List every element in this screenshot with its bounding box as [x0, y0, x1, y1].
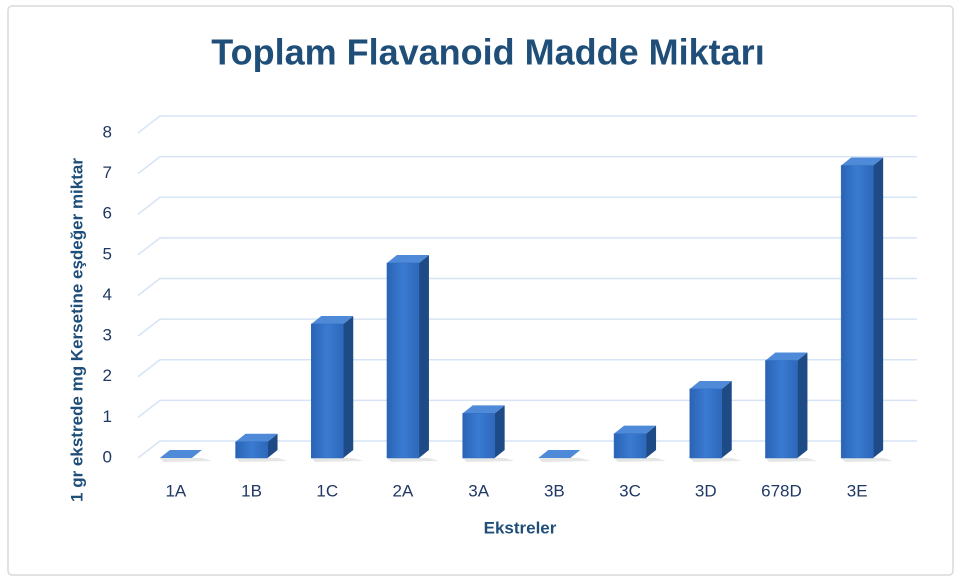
x-tick-label: 3D	[695, 481, 717, 500]
bar	[613, 433, 647, 459]
grid-line	[137, 237, 917, 256]
bar	[235, 441, 268, 459]
bar-top	[386, 255, 429, 263]
bar-side	[267, 433, 278, 458]
bar	[689, 388, 722, 459]
x-tick-label: 678D	[761, 481, 802, 500]
grid-line	[137, 359, 917, 378]
bar-shadow	[159, 458, 212, 462]
bar	[840, 165, 874, 459]
bar-shadow	[689, 458, 742, 462]
y-tick-label: 0	[103, 447, 112, 466]
y-tick-label: 6	[103, 204, 112, 223]
y-tick-label: 1	[103, 407, 112, 426]
bar	[311, 323, 344, 459]
x-tick-label: 1C	[316, 481, 338, 500]
bar-top	[462, 405, 505, 414]
bar-shadow	[386, 458, 439, 462]
bar-side	[418, 255, 429, 458]
bar-side	[646, 425, 657, 458]
bar-side	[494, 405, 505, 458]
y-tick-label: 2	[103, 366, 112, 385]
bar-top	[538, 450, 581, 458]
bar-shadow	[614, 458, 667, 462]
x-tick-label: 3B	[544, 481, 565, 500]
bar-side	[343, 315, 354, 458]
grid-line	[137, 399, 917, 418]
y-tick-label: 3	[103, 326, 112, 345]
y-tick-label: 7	[103, 163, 112, 182]
bar-shadow	[462, 458, 515, 462]
bar-side	[797, 352, 808, 458]
bar	[765, 360, 798, 459]
grid-line	[137, 196, 917, 215]
y-axis-label: 1 gr ekstrede mg Kersetine eşdeğer mikta…	[67, 158, 86, 502]
grid-line	[137, 155, 917, 175]
x-tick-label: 3C	[619, 481, 641, 500]
bar	[386, 262, 420, 459]
x-tick-label: 1B	[241, 481, 262, 500]
x-tick-label: 2A	[393, 481, 414, 500]
bar-shadow	[538, 458, 591, 462]
x-tick-label: 3A	[468, 481, 489, 500]
bar-top	[689, 380, 732, 389]
x-axis-label: Ekstreler	[484, 518, 557, 537]
bar-top	[765, 352, 808, 361]
y-tick-label: 4	[103, 285, 112, 304]
bar-top	[311, 315, 354, 324]
bar-top	[235, 433, 278, 442]
bar-side	[873, 157, 884, 458]
bar-shadow	[235, 458, 288, 462]
bar-shadow	[311, 458, 364, 462]
bar	[462, 413, 495, 459]
grid-line	[137, 440, 917, 459]
grid-line	[137, 277, 917, 297]
x-tick-label: 1A	[165, 481, 186, 500]
bar-side	[721, 380, 732, 458]
grid-line	[137, 318, 917, 337]
chart-title: Toplam Flavanoid Madde Miktarı	[211, 32, 764, 73]
x-tick-label: 3E	[847, 481, 868, 500]
y-tick-label: 5	[103, 244, 112, 263]
grid-line	[137, 115, 917, 134]
bar-shadow	[765, 458, 818, 462]
y-tick-label: 8	[103, 122, 112, 141]
bar-top	[841, 157, 884, 166]
bar-shadow	[841, 458, 894, 462]
bar-top	[614, 425, 657, 434]
bar-top	[159, 450, 202, 458]
